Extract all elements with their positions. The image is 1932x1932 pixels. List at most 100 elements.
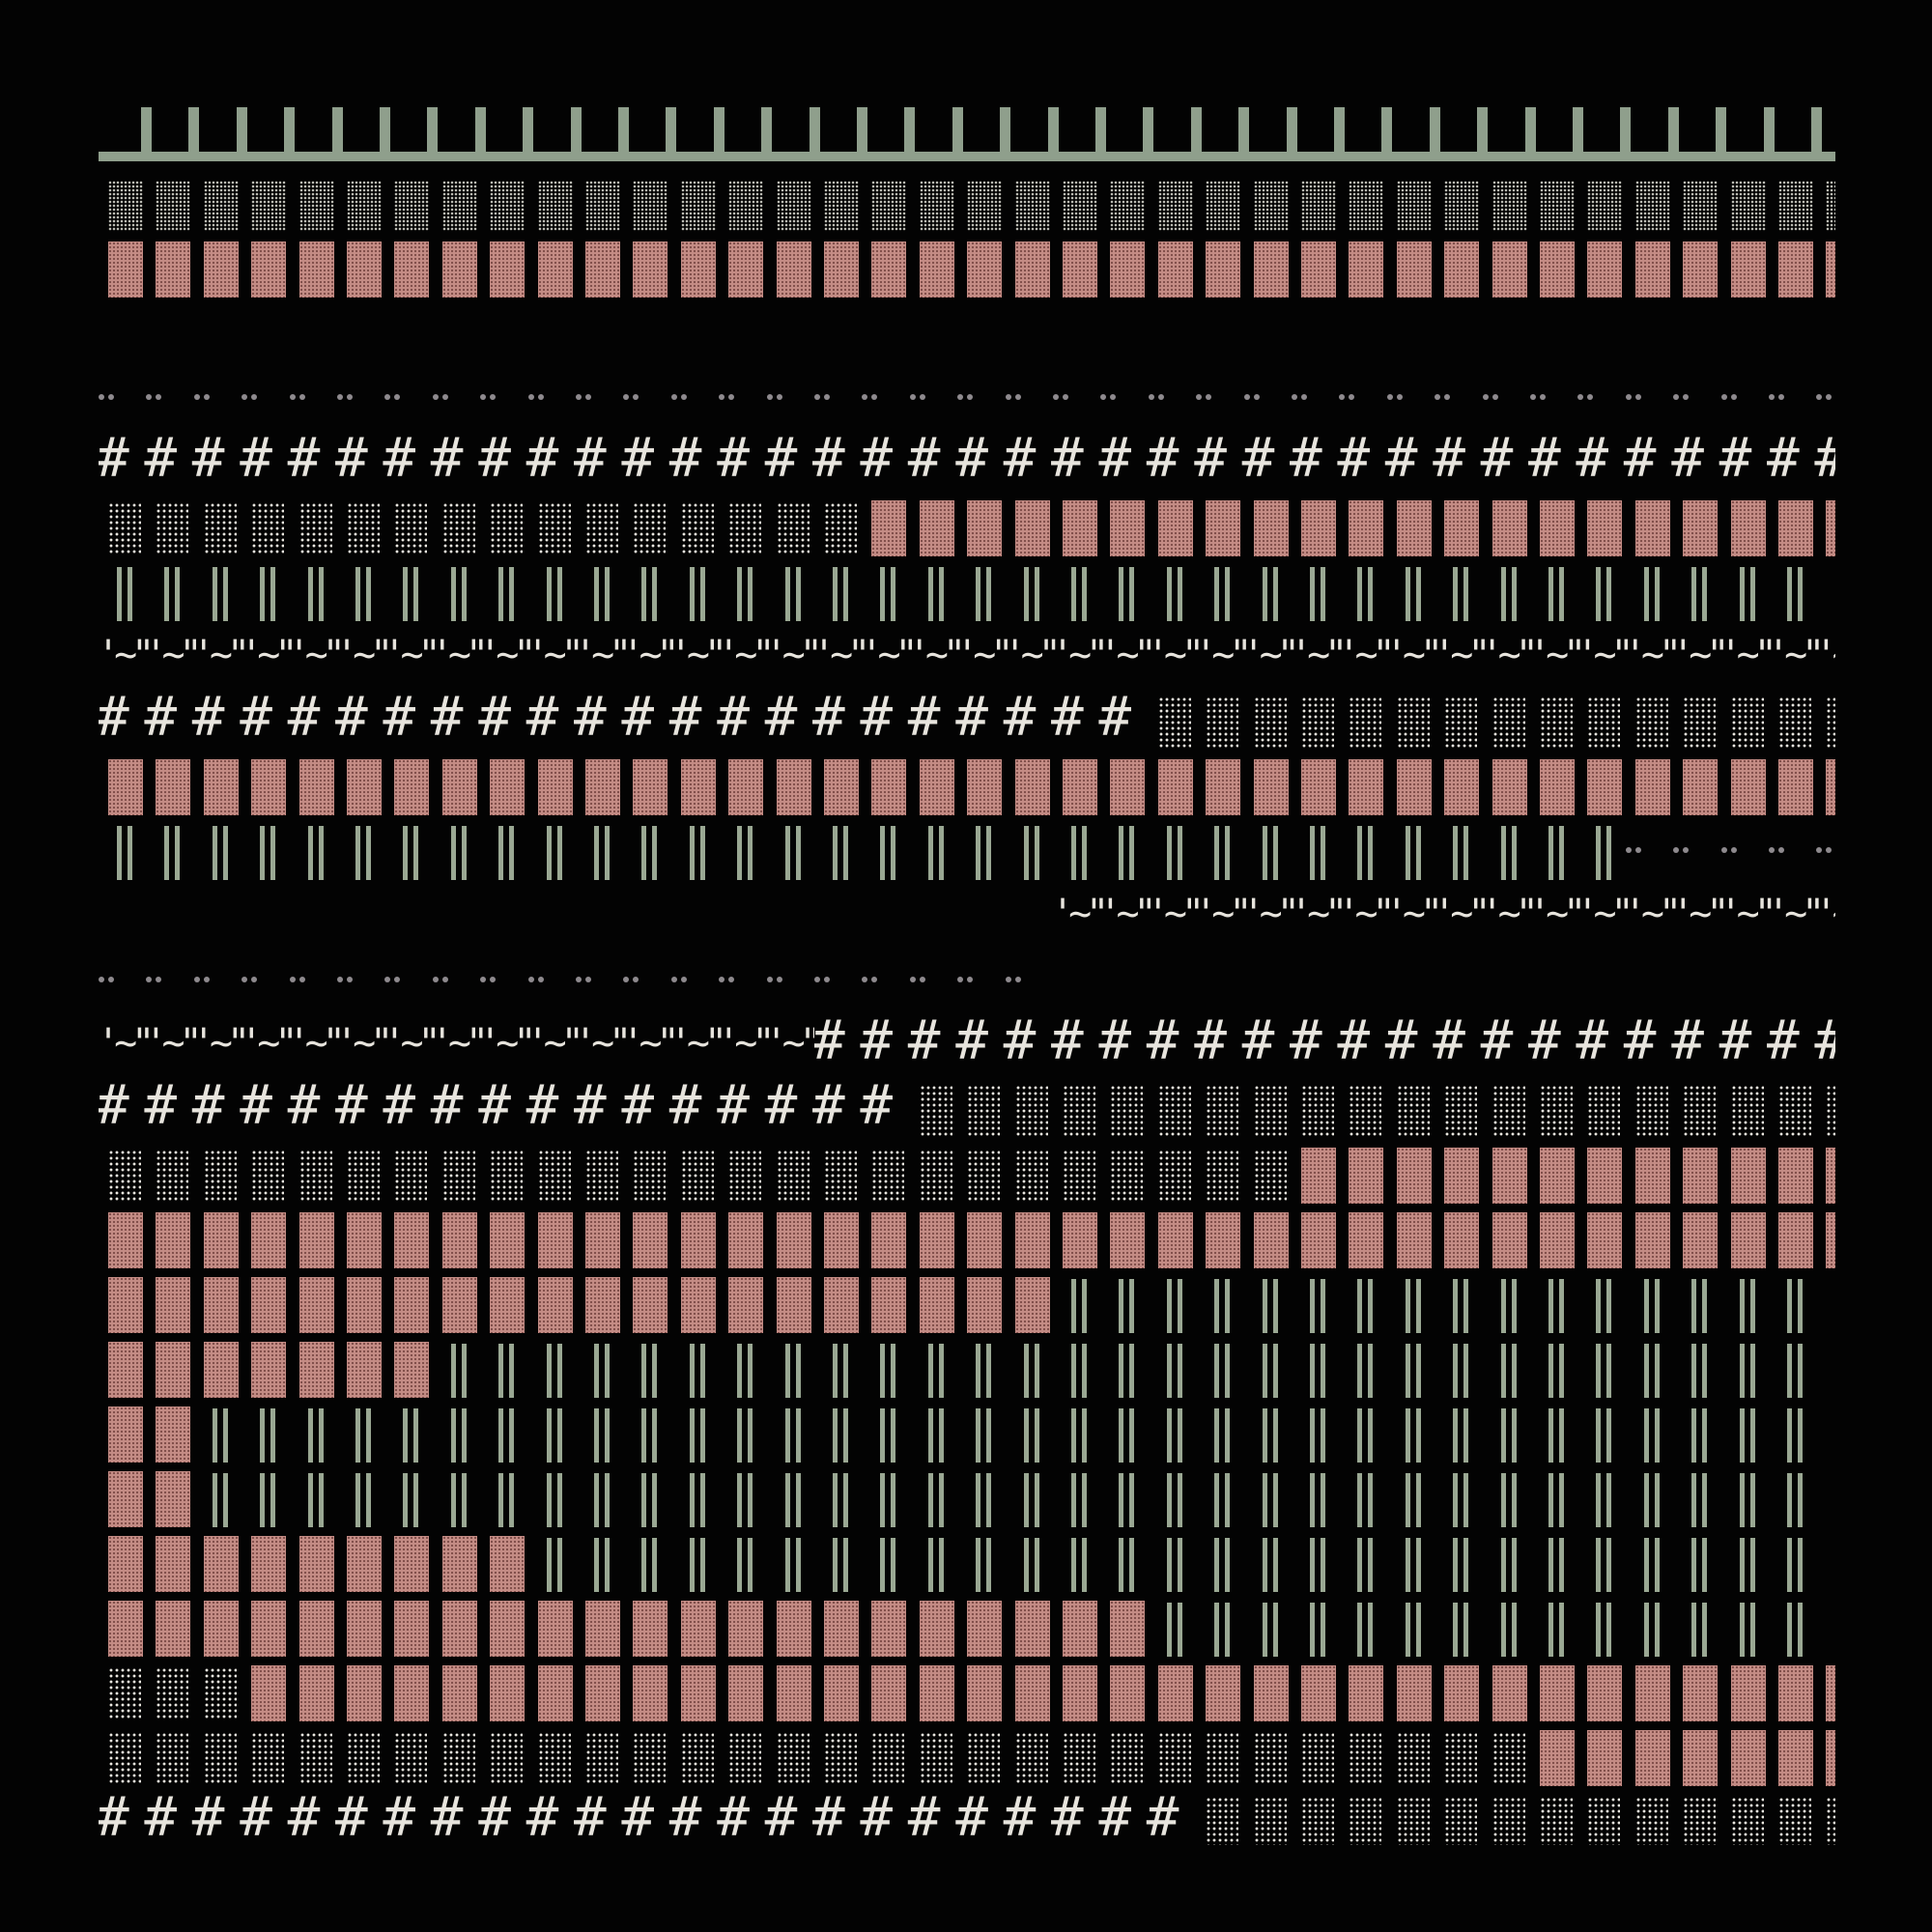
bars-cell bbox=[1387, 1269, 1435, 1334]
wave-cell bbox=[1337, 881, 1390, 946]
pattern-row bbox=[99, 1399, 1835, 1463]
pink-cell bbox=[1816, 1658, 1835, 1722]
pattern-row bbox=[99, 1658, 1835, 1722]
bars-cell bbox=[1483, 1269, 1530, 1334]
pink-cell bbox=[433, 752, 480, 816]
sparse-cell bbox=[1721, 687, 1769, 752]
pink-cell bbox=[1100, 1205, 1148, 1269]
sparse-cell bbox=[1292, 687, 1339, 752]
sparse-cell bbox=[1244, 1075, 1292, 1140]
bars-cell bbox=[99, 557, 146, 622]
hash-cell bbox=[1671, 1010, 1720, 1075]
pink-cell bbox=[1435, 493, 1482, 557]
sparse-cell bbox=[1053, 1140, 1100, 1205]
wave-cell bbox=[765, 1010, 814, 1075]
sparse-cell bbox=[862, 1140, 909, 1205]
sparse-cell bbox=[1100, 1722, 1148, 1787]
pink-cell bbox=[1292, 1205, 1339, 1269]
pink-cell bbox=[1673, 1658, 1720, 1722]
hash-cell bbox=[860, 1787, 909, 1845]
dense-cell bbox=[1149, 169, 1196, 234]
pink-cell bbox=[1006, 1658, 1053, 1722]
pink-cell bbox=[433, 1269, 480, 1334]
pink-cell bbox=[957, 1269, 1005, 1334]
bars-cell bbox=[1006, 1463, 1053, 1528]
dots-cell bbox=[193, 363, 242, 428]
pink-cell bbox=[99, 1269, 146, 1334]
dense-cell bbox=[1244, 169, 1292, 234]
bars-cell bbox=[576, 1528, 623, 1593]
dots-cell bbox=[1816, 363, 1835, 428]
sparse-cell bbox=[1339, 1075, 1386, 1140]
pink-cell bbox=[623, 1658, 670, 1722]
hash-cell bbox=[144, 687, 193, 752]
sparse-cell bbox=[1006, 1722, 1053, 1787]
pink-cell bbox=[862, 1658, 909, 1722]
comb-cell bbox=[1482, 104, 1537, 169]
bars-cell bbox=[1530, 1593, 1577, 1658]
sparse-cell bbox=[1292, 1075, 1339, 1140]
pattern-row bbox=[99, 1463, 1835, 1528]
comb-cell bbox=[1720, 104, 1776, 169]
sparse-cell bbox=[337, 1140, 384, 1205]
sparse-cell bbox=[671, 493, 719, 557]
sparse-cell bbox=[433, 1140, 480, 1205]
sparse-cell bbox=[1339, 1722, 1386, 1787]
pink-cell bbox=[1339, 752, 1386, 816]
hash-cell bbox=[240, 1075, 289, 1140]
pink-cell bbox=[1721, 1140, 1769, 1205]
bars-cell bbox=[290, 1463, 337, 1528]
pink-cell bbox=[1292, 1140, 1339, 1205]
comb-cell bbox=[242, 104, 296, 169]
hash-cell bbox=[192, 687, 242, 752]
dense-cell bbox=[910, 169, 957, 234]
dots-cell bbox=[814, 946, 862, 1010]
dots-cell bbox=[1720, 816, 1769, 881]
pink-cell bbox=[146, 1205, 193, 1269]
sparse-cell bbox=[1626, 1787, 1673, 1845]
wave-cell bbox=[1767, 622, 1820, 687]
bars-cell bbox=[767, 816, 814, 881]
pink-cell bbox=[862, 1593, 909, 1658]
sparse-cell bbox=[1387, 1722, 1435, 1787]
bars-cell bbox=[1435, 1593, 1482, 1658]
pink-cell bbox=[1339, 1140, 1386, 1205]
dots-cell bbox=[1816, 816, 1835, 881]
bars-cell bbox=[1530, 816, 1577, 881]
hash-cell bbox=[765, 1075, 814, 1140]
bars-cell bbox=[1626, 1593, 1673, 1658]
pink-cell bbox=[814, 234, 862, 298]
hash-cell bbox=[1719, 1010, 1769, 1075]
pink-cell bbox=[1626, 1140, 1673, 1205]
pink-cell bbox=[528, 1593, 576, 1658]
bars-cell bbox=[528, 1528, 576, 1593]
sparse-cell bbox=[1244, 687, 1292, 752]
bars-cell bbox=[1006, 1399, 1053, 1463]
wave-cell bbox=[1194, 622, 1247, 687]
dots-cell bbox=[1005, 946, 1053, 1010]
sparse-cell bbox=[1577, 1075, 1625, 1140]
hash-cell bbox=[1004, 687, 1053, 752]
sparse-cell bbox=[719, 1140, 766, 1205]
wave-cell bbox=[1242, 881, 1295, 946]
hash-cell bbox=[1337, 428, 1386, 493]
bars-cell bbox=[1292, 1463, 1339, 1528]
pink-cell bbox=[957, 234, 1005, 298]
pink-cell bbox=[1387, 1205, 1435, 1269]
pink-cell bbox=[1530, 1658, 1577, 1722]
pink-cell bbox=[1435, 752, 1482, 816]
hash-segment bbox=[99, 428, 1835, 493]
wave-cell bbox=[1147, 881, 1200, 946]
pink-segment bbox=[99, 234, 1835, 298]
pink-cell bbox=[99, 1399, 146, 1463]
wave-cell bbox=[99, 622, 150, 687]
pink-cell bbox=[671, 1658, 719, 1722]
pink-cell bbox=[1530, 234, 1577, 298]
pattern-row bbox=[99, 1722, 1835, 1787]
comb-cell bbox=[193, 104, 248, 169]
dense-cell bbox=[1483, 169, 1530, 234]
bars-cell bbox=[1196, 1399, 1243, 1463]
bars-cell bbox=[719, 1463, 766, 1528]
sparse-cell bbox=[1626, 687, 1673, 752]
dots-cell bbox=[99, 363, 146, 428]
